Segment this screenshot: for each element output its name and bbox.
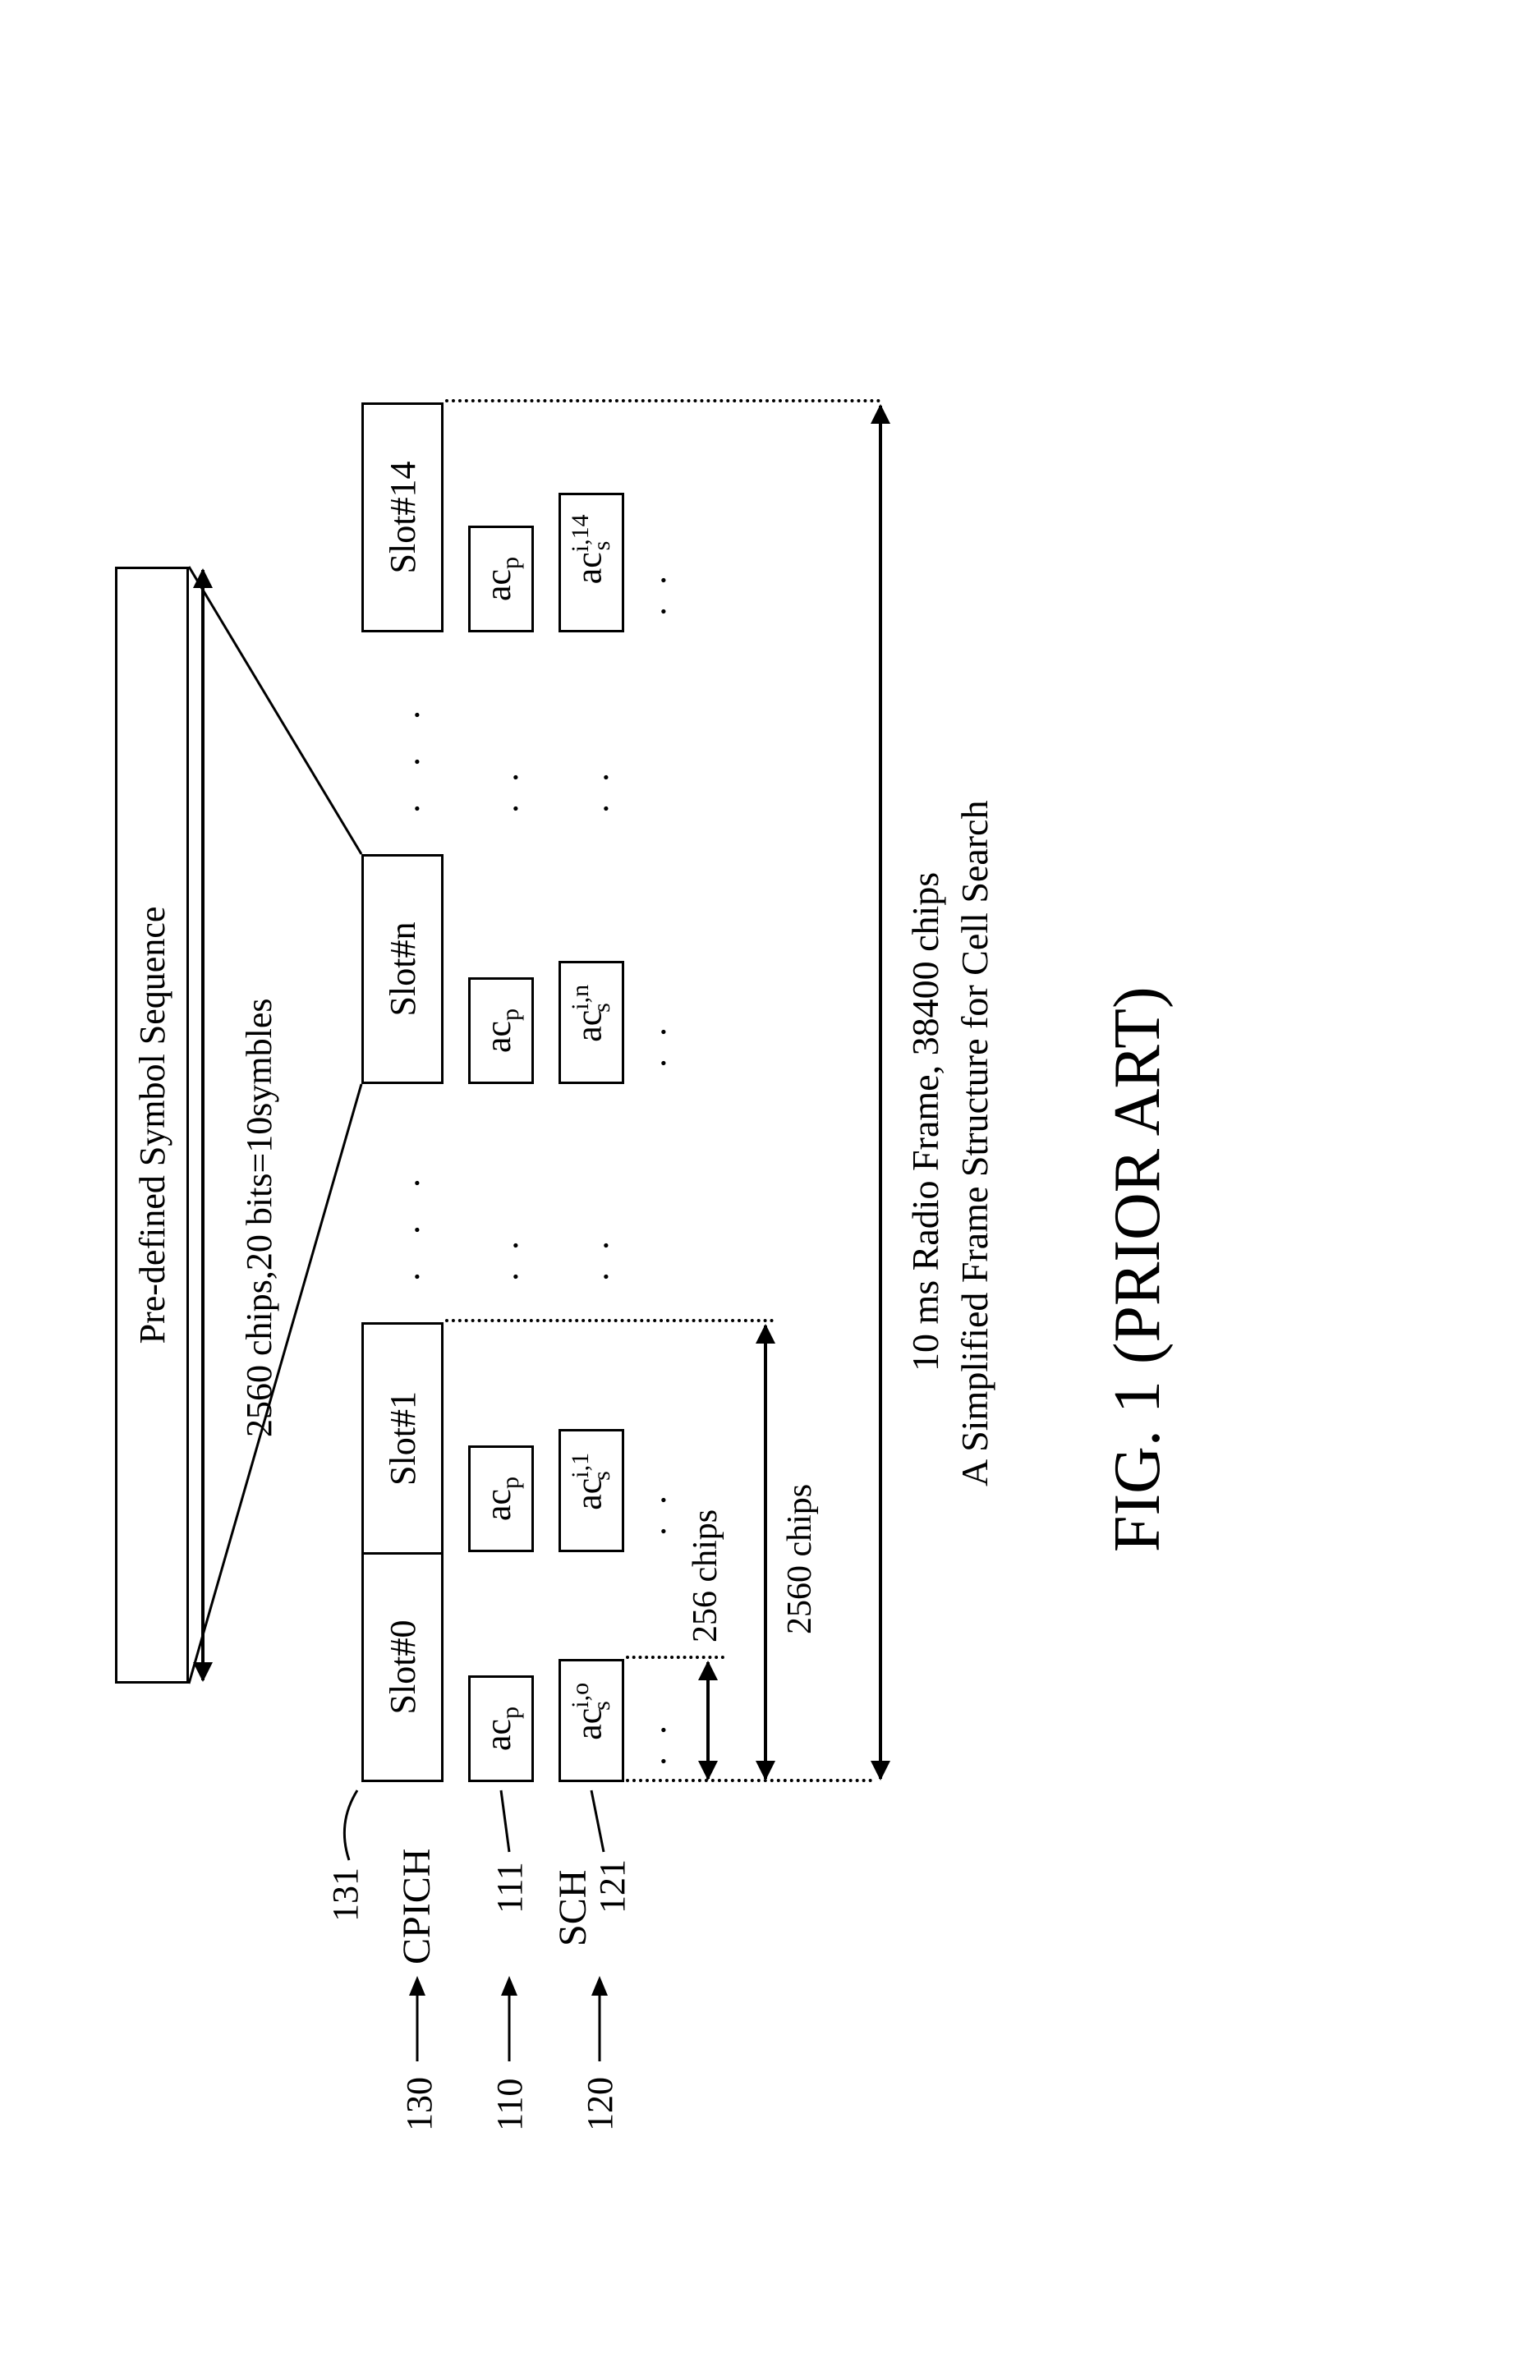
dots-1: . . . — [386, 1172, 428, 1281]
ref-130: 130 — [398, 2077, 440, 2131]
dots-below-14: . . — [632, 569, 674, 616]
figure-label: FIG. 1 (PRIOR ART) — [1101, 986, 1175, 1552]
acs-label: aci,os — [567, 1701, 615, 1740]
cpich-label: CPICH — [394, 1849, 439, 1964]
acp-0: acp — [468, 1675, 534, 1782]
acs-label: aci,ns — [567, 1003, 615, 1042]
acs-label: aci,1s — [567, 1471, 615, 1510]
acs-1: aci,1s — [559, 1429, 624, 1552]
frame-label2: A Simplified Frame Structure for Cell Se… — [953, 801, 996, 1486]
acs-label: aci,14s — [567, 541, 615, 585]
slot-n: Slot#n — [361, 854, 444, 1084]
slot-14: Slot#14 — [361, 402, 444, 632]
dots-below-0: . . — [632, 1719, 674, 1766]
chips256-label: 256 chips — [686, 1509, 725, 1643]
chips2560-label: 2560 chips — [780, 1484, 820, 1634]
predefined-arrow — [201, 570, 205, 1680]
dots-below-n: . . — [632, 1021, 674, 1068]
ref-121: 121 — [591, 1859, 633, 1914]
frame-arrow — [879, 406, 882, 1779]
dotted-2560 — [445, 1319, 774, 1322]
acp-n: acp — [468, 977, 534, 1084]
slot-1: Slot#1 — [361, 1322, 444, 1552]
acs-0: aci,os — [559, 1659, 624, 1782]
ref-110: 110 — [489, 2079, 531, 2131]
acs-n: aci,ns — [559, 961, 624, 1084]
ref-131: 131 — [324, 1868, 366, 1922]
acp-label: acp — [477, 1707, 525, 1751]
slot-label: Slot#1 — [382, 1391, 424, 1486]
dots-acs-2: . . — [575, 766, 617, 813]
acp-1: acp — [468, 1445, 534, 1552]
slot-label: Slot#n — [382, 922, 424, 1017]
dots-acp-2: . . — [485, 766, 526, 813]
dotted-far-right — [445, 399, 880, 402]
dotted-left — [626, 1779, 872, 1782]
frame-label1: 10 ms Radio Frame, 38400 chips — [903, 872, 947, 1371]
acs-14: aci,14s — [559, 493, 624, 632]
dots-below-1: . . — [632, 1489, 674, 1536]
acp-14: acp — [468, 526, 534, 632]
ref-120: 120 — [579, 2077, 621, 2131]
dots-2: . . . — [386, 704, 428, 813]
predefined-box: Pre-defined Symbol Sequence — [115, 567, 189, 1684]
chips-label: 2560 chips,20 bits=10symbles — [238, 999, 280, 1438]
dotted-256 — [626, 1656, 724, 1659]
acp-label: acp — [477, 557, 525, 601]
ref-111: 111 — [489, 1862, 531, 1914]
predefined-label: Pre-defined Symbol Sequence — [131, 907, 173, 1344]
acp-label: acp — [477, 1009, 525, 1053]
arrow-256 — [706, 1662, 710, 1779]
arrow-2560 — [764, 1326, 767, 1779]
slot-label: Slot#14 — [382, 462, 424, 574]
dots-acp-1: . . — [485, 1234, 526, 1281]
dots-acs-1: . . — [575, 1234, 617, 1281]
slot-label: Slot#0 — [382, 1620, 424, 1715]
slot-0: Slot#0 — [361, 1552, 444, 1782]
sch-label: SCH — [550, 1870, 595, 1946]
acp-label: acp — [477, 1477, 525, 1521]
